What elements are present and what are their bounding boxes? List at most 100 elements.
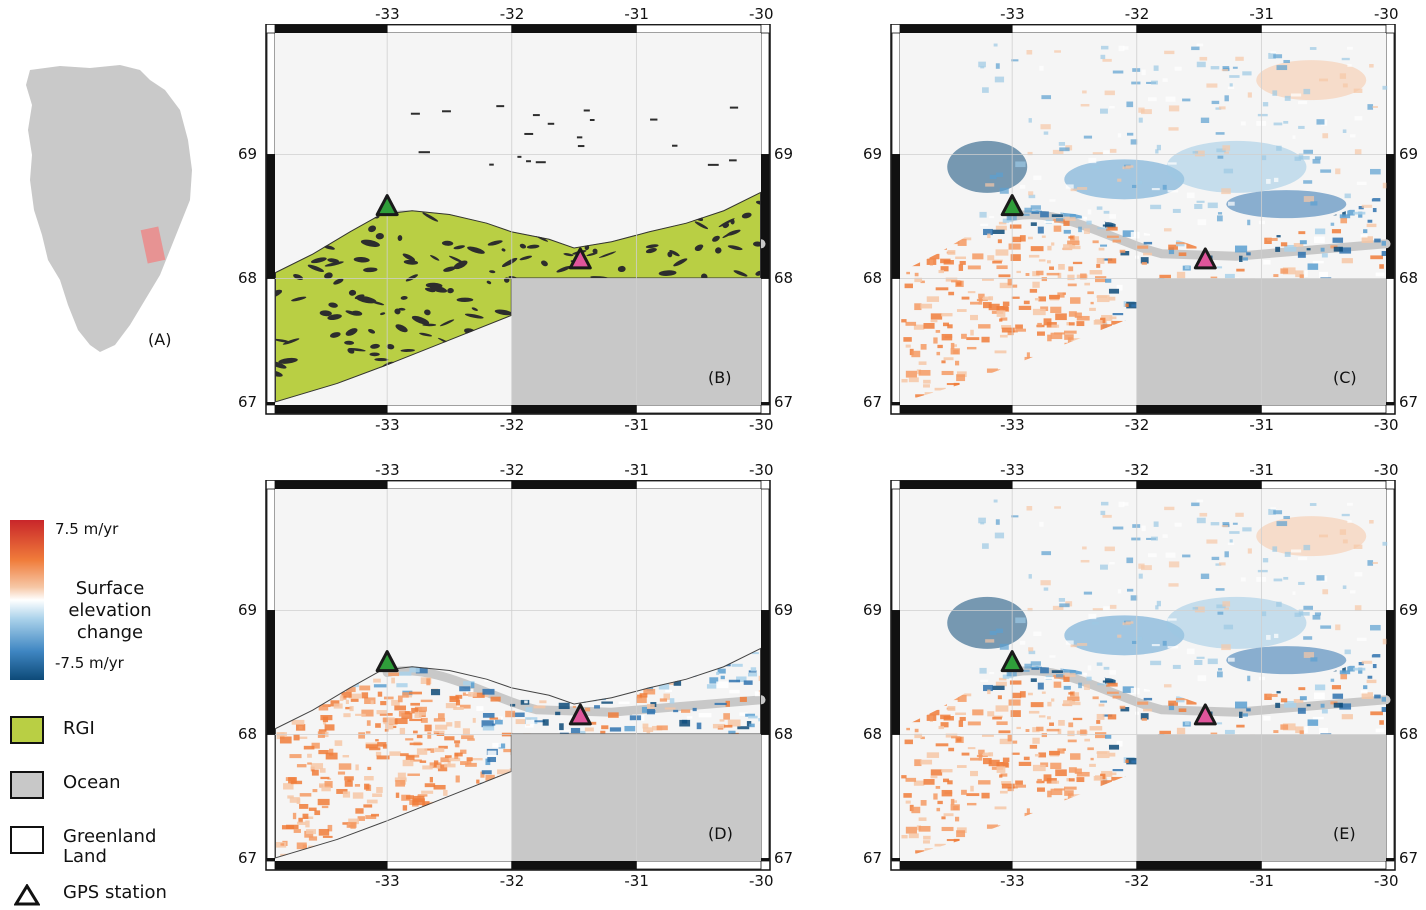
elevation-pixel — [952, 800, 958, 803]
elevation-pixel — [961, 752, 970, 756]
elevation-pixel — [1194, 203, 1203, 210]
elevation-pixel — [455, 694, 463, 699]
elevation-pixel — [364, 783, 370, 790]
elevation-pixel — [692, 707, 697, 712]
elevation-pixel — [982, 752, 991, 757]
elevation-pixel — [307, 762, 312, 765]
elevation-pixel — [947, 250, 956, 255]
elevation-pixel — [642, 723, 649, 729]
elevation-pixel — [961, 789, 967, 795]
elevation-pixel — [404, 711, 411, 715]
elevation-pixel — [914, 728, 919, 733]
elevation-pixel — [1053, 332, 1065, 335]
elevation-pixel — [1267, 237, 1278, 241]
elevation-pixel — [1041, 691, 1046, 694]
elevation-pixel — [933, 337, 938, 344]
elevation-pixel — [1069, 670, 1082, 675]
frame-bar-bottom — [274, 404, 388, 414]
elevation-pixel — [1182, 554, 1191, 558]
elevation-pixel — [936, 351, 941, 356]
elevation-pixel — [429, 776, 433, 783]
elevation-pixel — [1331, 685, 1342, 690]
elevation-pixel — [292, 812, 297, 820]
frame-bar-bottom — [1136, 860, 1262, 870]
elevation-pixel — [1068, 692, 1074, 695]
elevation-pixel — [1162, 184, 1167, 190]
nunatak — [405, 274, 418, 282]
frame-bar-bottom — [386, 860, 513, 870]
elevation-pixel — [934, 387, 946, 391]
elevation-pixel — [923, 379, 931, 384]
elevation-pixel — [1087, 209, 1092, 215]
elevation-patch — [947, 596, 1028, 649]
elevation-pixel — [1151, 536, 1158, 541]
elevation-pixel — [1155, 149, 1159, 154]
lon-tick-top: -31 — [1249, 5, 1274, 23]
frame-bar-right — [760, 154, 770, 279]
elevation-pixel — [303, 816, 314, 819]
elevation-pixel — [346, 821, 357, 828]
elevation-pixel — [1312, 716, 1324, 720]
elevation-pixel — [1217, 611, 1224, 615]
elevation-pixel — [1284, 244, 1297, 252]
elevation-pixel — [1097, 227, 1108, 230]
elevation-pixel — [1240, 121, 1246, 126]
lon-tick-bottom: -31 — [1249, 872, 1274, 890]
nunatak — [424, 309, 431, 316]
elevation-pixel — [989, 174, 997, 180]
elevation-pixel — [978, 293, 985, 299]
elevation-pixel — [1354, 605, 1362, 611]
elevation-pixel — [1196, 61, 1206, 68]
elevation-pixel — [1197, 219, 1207, 226]
nunatak — [356, 296, 377, 304]
small-glacier — [577, 145, 585, 148]
elevation-pixel — [1040, 306, 1049, 312]
elevation-pixel — [1246, 252, 1251, 256]
frame-bar-top — [274, 480, 388, 490]
elevation-pixel — [1242, 257, 1248, 261]
lon-tick-top: -33 — [1000, 5, 1025, 23]
elevation-pixel — [1120, 707, 1130, 712]
elevation-pixel — [1080, 273, 1087, 280]
elevation-pixel — [1130, 139, 1138, 145]
elevation-pixel — [659, 698, 668, 702]
elevation-pixel — [407, 773, 420, 776]
elevation-pixel — [945, 277, 958, 282]
elevation-pixel — [942, 322, 950, 327]
elevation-pixel — [343, 713, 351, 718]
elevation-pixel — [365, 744, 378, 749]
small-glacier — [535, 161, 546, 164]
elevation-pixel — [754, 691, 761, 697]
elevation-pixel — [1006, 671, 1017, 677]
elevation-pixel — [1163, 684, 1172, 688]
elevation-pixel — [1330, 678, 1335, 682]
elevation-pixel — [988, 296, 994, 301]
elevation-pixel — [558, 702, 570, 710]
elevation-pixel — [1227, 657, 1235, 662]
elevation-pixel — [1096, 264, 1101, 268]
elevation-pixel — [1122, 622, 1131, 626]
elevation-pixel — [322, 835, 333, 838]
elevation-pixel — [1027, 607, 1033, 612]
elevation-patch — [1166, 140, 1307, 193]
elevation-pixel — [1058, 597, 1066, 602]
elevation-pixel — [989, 672, 995, 675]
elevation-pixel — [1223, 624, 1234, 630]
elevation-pixel — [1247, 92, 1252, 98]
elevation-pixel — [1283, 120, 1289, 124]
elevation-pixel — [976, 298, 988, 302]
elevation-pixel — [1130, 231, 1140, 239]
nunatak — [397, 235, 403, 242]
elevation-pixel — [1235, 512, 1244, 517]
elevation-pixel — [1009, 680, 1022, 685]
elevation-pixel — [1112, 239, 1122, 243]
elevation-pixel — [1367, 675, 1373, 679]
gps-station-gps-west — [375, 194, 399, 217]
elevation-pixel — [1025, 273, 1030, 276]
elevation-pixel — [373, 678, 381, 683]
elevation-pixel — [1342, 210, 1346, 217]
elevation-pixel — [1126, 132, 1134, 136]
elevation-pixel — [639, 693, 648, 698]
frame-bar-bottom — [1011, 860, 1138, 870]
elevation-pixel — [489, 717, 501, 720]
